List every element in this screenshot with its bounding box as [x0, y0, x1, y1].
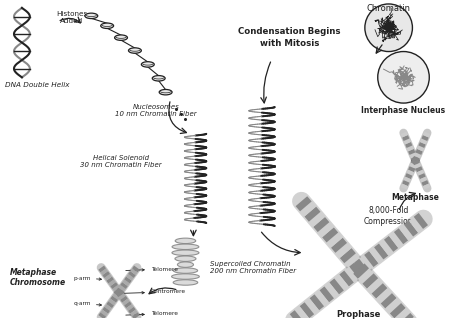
Text: DNA Double Helix: DNA Double Helix [5, 82, 70, 88]
Text: 8,000-Fold
Compression: 8,000-Fold Compression [364, 206, 413, 226]
Ellipse shape [128, 48, 141, 53]
Text: Centromere: Centromere [124, 289, 186, 294]
Text: Supercoiled Chromatin
200 nm Chromatin Fiber: Supercoiled Chromatin 200 nm Chromatin F… [210, 261, 296, 274]
Circle shape [378, 52, 429, 103]
Text: Nucleosomes
10 nm Chromatin Fiber: Nucleosomes 10 nm Chromatin Fiber [115, 104, 197, 117]
Text: Metaphase
Chromosome: Metaphase Chromosome [10, 268, 66, 287]
Ellipse shape [172, 250, 199, 256]
Text: q-arm: q-arm [73, 301, 101, 306]
Ellipse shape [172, 244, 199, 249]
Ellipse shape [173, 280, 198, 285]
Text: Chromatin: Chromatin [367, 4, 410, 13]
Text: Prophase: Prophase [337, 310, 381, 319]
Text: Condensation Begins
with Mitosis: Condensation Begins with Mitosis [238, 27, 341, 48]
Circle shape [365, 4, 412, 52]
Ellipse shape [115, 35, 128, 40]
Ellipse shape [172, 274, 200, 279]
Ellipse shape [173, 268, 198, 273]
Ellipse shape [85, 13, 98, 19]
Text: Helical Solenoid
30 nm Chromatin Fiber: Helical Solenoid 30 nm Chromatin Fiber [80, 155, 162, 168]
Text: Telomere: Telomere [126, 266, 178, 272]
Ellipse shape [177, 262, 193, 267]
Text: Telomere: Telomere [126, 311, 178, 316]
Ellipse shape [100, 23, 114, 29]
Ellipse shape [141, 62, 154, 67]
Text: Metaphase: Metaphase [392, 193, 439, 202]
Text: Interphase Nucleus: Interphase Nucleus [362, 106, 446, 115]
Text: p-arm: p-arm [73, 275, 101, 281]
Ellipse shape [159, 90, 172, 95]
Ellipse shape [175, 256, 196, 261]
Ellipse shape [152, 75, 165, 81]
Text: Histones
Added: Histones Added [56, 11, 87, 24]
Ellipse shape [175, 238, 196, 244]
